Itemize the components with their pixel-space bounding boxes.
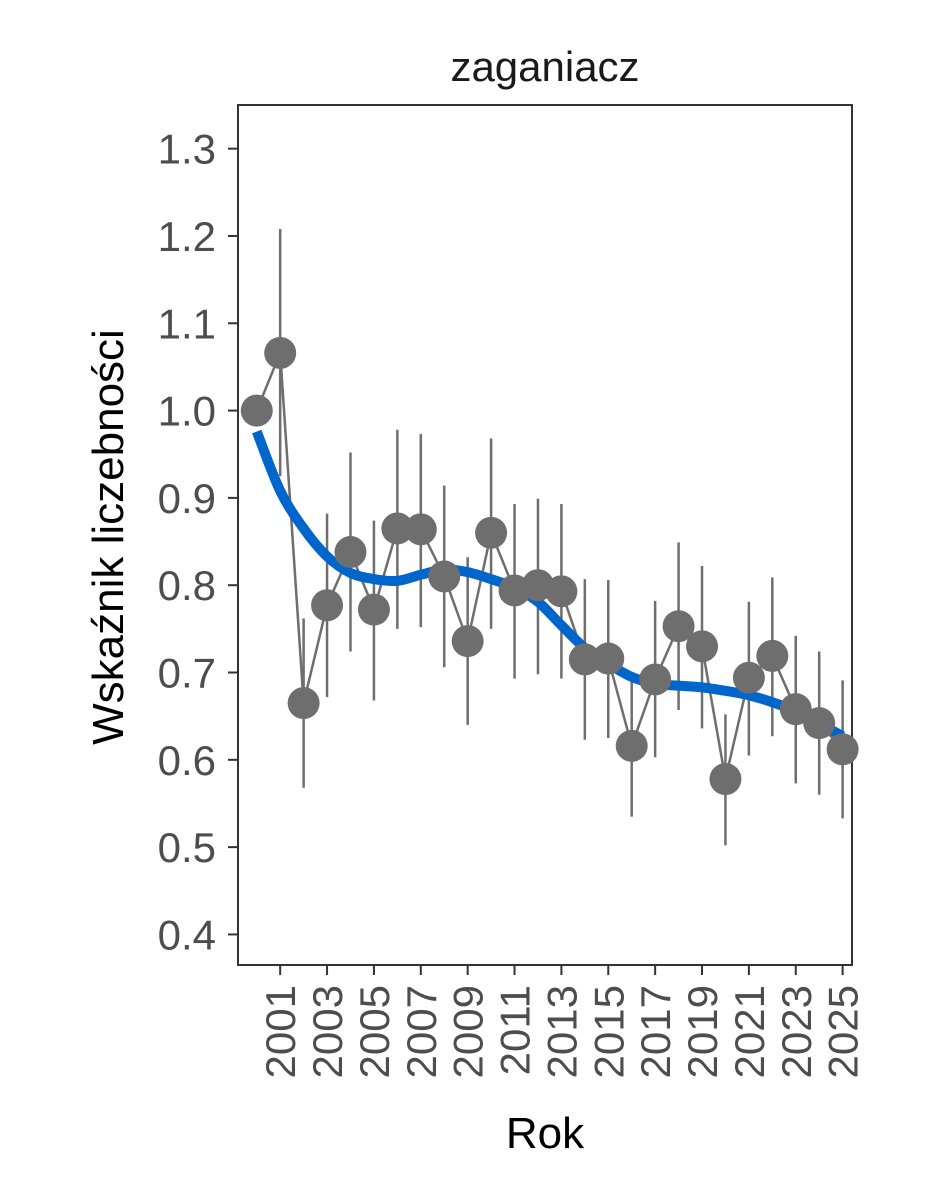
- data-point: [545, 575, 578, 608]
- x-tick-label: 2021: [726, 985, 773, 1078]
- data-point: [826, 733, 859, 766]
- data-point: [592, 642, 625, 675]
- x-axis: 2001 2003 2005 2007 2009 2011 2013 2015 2017 2019…: [257, 965, 867, 1078]
- plot-panel: [237, 104, 853, 966]
- x-tick-label: 2011: [492, 985, 539, 1075]
- data-point: [709, 763, 742, 796]
- y-axis-title: Wskaźnik liczebności: [84, 329, 133, 745]
- data-point: [311, 589, 344, 622]
- data-point: [732, 661, 765, 694]
- data-point: [568, 643, 601, 676]
- y-axis: 0.4 0.5 0.6 0.7 0.8 0.9 1.0 1.1 1.2 1.3: [158, 126, 238, 958]
- trend-line: [252, 429, 846, 741]
- data-point: [803, 707, 836, 740]
- y-tick-label: 0.6: [158, 737, 216, 784]
- data-point: [756, 639, 789, 672]
- data-point: [615, 729, 648, 762]
- y-tick-label: 1.0: [158, 388, 216, 435]
- data-point: [428, 560, 461, 593]
- y-tick-label: 0.4: [158, 911, 216, 958]
- data-point: [287, 687, 320, 720]
- data-point: [240, 394, 273, 427]
- x-tick-label: 2023: [773, 985, 820, 1078]
- x-axis-title: Rok: [506, 1109, 585, 1158]
- data-point: [639, 663, 672, 696]
- data-point: [381, 512, 414, 545]
- y-tick-label: 1.3: [158, 126, 216, 173]
- data-point: [475, 516, 508, 549]
- x-tick-label: 2019: [679, 985, 726, 1078]
- x-tick-label: 2009: [445, 985, 492, 1078]
- x-tick-label: 2017: [632, 985, 679, 1078]
- data-point: [404, 513, 437, 546]
- data-point: [686, 630, 719, 663]
- y-tick-label: 0.5: [158, 824, 216, 871]
- y-tick-label: 1.1: [158, 300, 216, 347]
- x-tick-label: 2013: [538, 985, 585, 1078]
- x-tick-label: 2003: [304, 985, 351, 1078]
- y-tick-label: 0.9: [158, 475, 216, 522]
- chart-title: zaganiacz: [450, 43, 639, 90]
- data-point: [334, 536, 367, 569]
- data-point: [779, 693, 812, 726]
- x-tick-label: 2015: [585, 985, 632, 1078]
- x-tick-label: 2005: [351, 985, 398, 1078]
- y-tick-label: 0.7: [158, 650, 216, 697]
- data-point: [662, 610, 695, 643]
- data-point: [451, 625, 484, 658]
- x-tick-label: 2001: [257, 985, 304, 1078]
- x-tick-label: 2007: [398, 985, 445, 1078]
- y-tick-label: 0.8: [158, 562, 216, 609]
- data-point: [357, 593, 390, 626]
- trend-smooth-line: [252, 429, 846, 741]
- data-points: [240, 336, 859, 796]
- x-tick-label: 2025: [820, 985, 867, 1078]
- data-point: [264, 336, 297, 369]
- y-tick-label: 1.2: [158, 213, 216, 260]
